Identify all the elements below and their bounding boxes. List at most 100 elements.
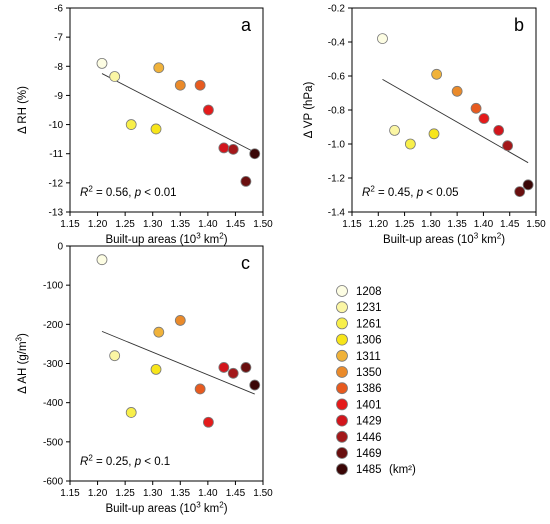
x-axis-label: Built-up areas (103 km2) <box>383 231 505 246</box>
panel-c-ah: 1.15 1.20 1.25 1.30 1.35 1.40 1.45 1.50 -600 -500… <box>14 242 273 516</box>
legend-swatch <box>336 285 348 297</box>
x-tick-label: 1.15 <box>60 488 80 499</box>
panel-a-rh: 1.15 1.20 1.25 1.30 1.35 1.40 1.45 1.50 -13 -12 -1… <box>17 4 273 247</box>
data-point <box>227 367 239 379</box>
chart-panels: 1.15 1.20 1.25 1.30 1.35 1.40 1.45 1.50 -13 -12 -1… <box>14 4 546 516</box>
x-tick-label: 1.40 <box>198 488 218 499</box>
legend-swatch <box>336 366 348 378</box>
legend-label: 1350 <box>356 367 382 379</box>
plot-frame <box>69 245 264 482</box>
data-point <box>109 71 121 82</box>
legend-label: 1485 <box>356 464 382 476</box>
legend-swatch <box>336 317 348 330</box>
data-point <box>478 113 490 124</box>
legend-label: 1446 <box>356 432 382 444</box>
x-tick-label: 1.25 <box>115 488 135 499</box>
data-point <box>522 179 534 191</box>
x-tick-label: 1.20 <box>369 219 389 230</box>
y-tick-label: -500 <box>43 437 63 448</box>
legend-swatch <box>336 430 348 443</box>
data-point <box>96 254 108 266</box>
data-point <box>249 148 261 160</box>
y-tick-label: -0.6 <box>328 72 346 83</box>
y-tick-label: -1.4 <box>328 208 346 219</box>
x-tick-label: 1.30 <box>143 488 163 499</box>
legend-swatch <box>336 333 348 346</box>
y-tick-label: -1.2 <box>328 174 346 185</box>
panel-label: c <box>241 253 250 273</box>
legend-label: 1261 <box>356 318 382 330</box>
data-point <box>203 104 214 116</box>
y-tick-label: 0 <box>57 242 63 253</box>
legend-label: 1469 <box>356 448 382 460</box>
y-tick-label: -13 <box>49 208 64 219</box>
legend-label: 1208 <box>356 286 382 298</box>
data-point <box>404 138 416 150</box>
legend-label: 1401 <box>356 399 382 411</box>
x-tick-label: 1.15 <box>60 219 80 230</box>
panel-label: a <box>241 15 252 35</box>
x-tick-label: 1.40 <box>198 219 218 230</box>
data-point <box>502 140 514 152</box>
y-tick-label: -9 <box>54 91 63 102</box>
y-tick-label: -0.4 <box>328 38 346 49</box>
data-point <box>109 350 121 362</box>
x-tick-label: 1.20 <box>88 219 108 230</box>
legend-swatch <box>336 414 348 427</box>
legend-swatch <box>336 382 348 395</box>
data-point <box>470 102 482 114</box>
data-point <box>153 326 165 338</box>
legend: 1208 1231 1261 1306 1311 1350 1386 1401 1429 1446… <box>336 285 416 476</box>
y-tick-label: -8 <box>54 62 63 73</box>
x-tick-label: 1.25 <box>395 219 415 230</box>
x-tick-label: 1.20 <box>88 488 108 499</box>
data-point <box>194 383 206 395</box>
legend-swatch <box>336 301 348 314</box>
data-point <box>174 315 186 326</box>
data-point <box>514 186 526 198</box>
panel-b-vp: 1.15 1.20 1.25 1.30 1.35 1.40 1.45 1.50 -1.4 -1.2… <box>303 4 546 247</box>
y-axis-label: Δ VP (hPa) <box>303 81 315 138</box>
data-point <box>249 379 261 391</box>
y-tick-label: -300 <box>43 359 63 370</box>
y-tick-label: -10 <box>49 120 64 131</box>
x-tick-label: 1.25 <box>115 219 135 230</box>
legend-swatch <box>336 349 348 362</box>
x-tick-label: 1.50 <box>526 219 546 230</box>
y-tick-label: -11 <box>49 149 63 160</box>
y-tick-label: -600 <box>43 477 63 488</box>
y-tick-label: -1.0 <box>328 140 346 151</box>
y-tick-label: -7 <box>54 33 63 44</box>
data-point <box>153 62 165 74</box>
x-tick-label: 1.35 <box>447 219 467 230</box>
data-point <box>227 143 239 155</box>
y-tick-label: -200 <box>43 320 63 331</box>
data-point <box>174 79 186 91</box>
y-tick-label: -6 <box>54 4 63 15</box>
stats-annotation: R2 = 0.56, p < 0.01 <box>80 184 177 199</box>
trend-line <box>101 330 255 395</box>
data-point <box>431 68 443 80</box>
trend-line <box>101 73 255 153</box>
x-tick-label: 1.30 <box>421 219 441 230</box>
data-point <box>451 85 463 97</box>
legend-label: 1306 <box>356 335 382 347</box>
x-tick-label: 1.50 <box>253 488 273 499</box>
data-point <box>150 363 162 375</box>
data-point <box>377 33 388 44</box>
x-tick-label: 1.35 <box>171 488 191 499</box>
y-tick-label: -12 <box>49 178 64 189</box>
y-tick-label: -0.2 <box>328 4 346 15</box>
data-point <box>428 128 440 140</box>
data-point <box>218 142 230 154</box>
legend-label: 1231 <box>356 302 382 314</box>
legend-swatch <box>336 463 348 476</box>
legend-label: 1386 <box>356 383 382 395</box>
legend-swatch <box>336 447 348 459</box>
y-tick-label: -100 <box>43 281 63 292</box>
data-point <box>240 362 252 373</box>
x-tick-label: 1.40 <box>474 219 494 230</box>
x-tick-label: 1.45 <box>226 219 246 230</box>
data-point <box>150 123 162 135</box>
y-axis-label: Δ AH (g/m3) <box>14 333 29 394</box>
